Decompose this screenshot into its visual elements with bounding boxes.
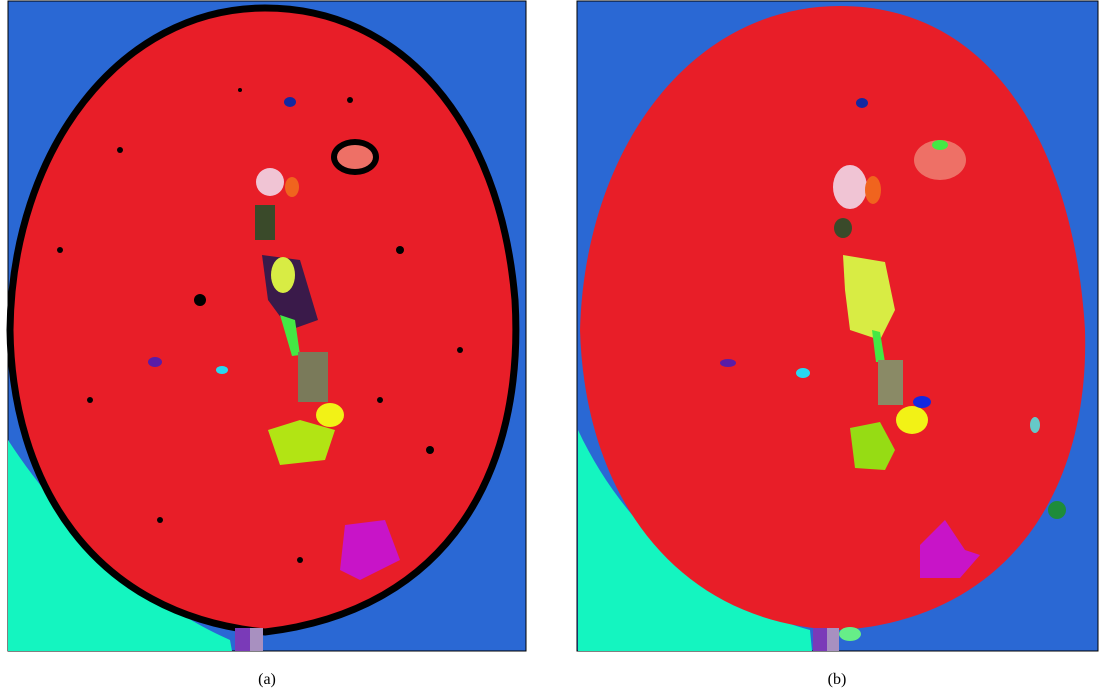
blob-yellow: [316, 403, 344, 427]
blob-teal: [1030, 417, 1040, 433]
blob-orange: [285, 177, 299, 197]
stem-left: [235, 628, 250, 651]
stem-left: [813, 628, 827, 651]
blob-green-small: [932, 140, 948, 150]
blob-darkgreen: [1048, 501, 1066, 519]
blob-dark: [255, 205, 275, 240]
panel-a: [8, 1, 526, 651]
blob-violet: [720, 359, 736, 367]
blob-violet: [148, 357, 162, 367]
blob-yellow: [896, 406, 928, 434]
stem-right: [250, 628, 263, 651]
panel-b: [577, 1, 1098, 651]
blob-grey: [878, 360, 903, 405]
segment-red: [10, 8, 516, 632]
blob-salmon: [337, 145, 373, 169]
figure: (a) (b): [0, 0, 1107, 695]
blob-dark: [834, 218, 852, 238]
caption: (b): [828, 671, 847, 688]
blob-pink: [833, 165, 867, 209]
stem-right: [827, 628, 839, 651]
blob-grey: [298, 352, 328, 402]
blob-cyan: [216, 366, 228, 374]
blob-orange: [865, 176, 881, 204]
blob-pink: [256, 168, 284, 196]
blob-navy: [284, 97, 296, 107]
blob-yellowgreen: [271, 257, 295, 293]
blob-blue: [913, 396, 931, 408]
blob-mint: [839, 627, 861, 641]
blob-navy: [856, 98, 868, 108]
caption: (a): [258, 671, 276, 688]
blob-cyan: [796, 368, 810, 378]
